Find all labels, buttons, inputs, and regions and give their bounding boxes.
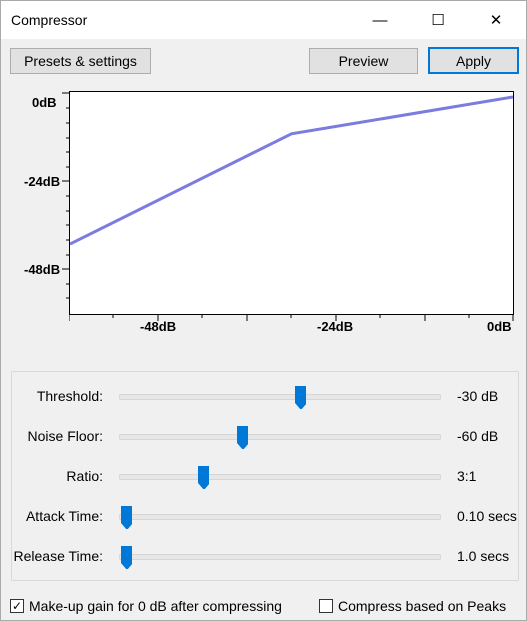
maximize-button[interactable]: ☐	[415, 1, 461, 39]
attack-time-label: Attack Time:	[25, 508, 103, 524]
compression-curve-line	[70, 95, 513, 246]
noise-floor-label: Noise Floor:	[27, 428, 103, 444]
release-time-value: 1.0 secs	[457, 548, 510, 564]
noise-floor-slider-thumb[interactable]	[236, 425, 248, 449]
apply-label: Apply	[455, 52, 492, 69]
makeup-gain-label: Make-up gain for 0 dB after compressing	[29, 598, 282, 614]
attack-time-value: 0.10 secs	[457, 508, 517, 524]
threshold-value: -30 dB	[457, 388, 499, 404]
compress-peaks-label: Compress based on Peaks	[338, 598, 507, 614]
x-tick-label-1: -24dB	[317, 319, 354, 334]
release-time-slider[interactable]	[119, 554, 441, 560]
ratio-label: Ratio:	[66, 468, 103, 484]
y-tick-label-0: 0dB	[32, 95, 57, 110]
ratio-value: 3:1	[457, 468, 477, 484]
ratio-slider[interactable]	[119, 474, 441, 480]
presets-settings-label: Presets & settings	[24, 53, 137, 69]
preview-button[interactable]: Preview	[309, 48, 418, 74]
noise-floor-value: -60 dB	[457, 428, 499, 444]
makeup-gain-checkbox[interactable]: ✓ Make-up gain for 0 dB after compressin…	[10, 598, 282, 614]
compress-peaks-check-icon	[319, 599, 333, 613]
attack-time-slider-thumb[interactable]	[120, 505, 132, 529]
threshold-slider-thumb[interactable]	[294, 385, 306, 409]
threshold-slider[interactable]	[119, 394, 441, 400]
apply-button[interactable]: Apply	[428, 47, 519, 74]
noise-floor-slider[interactable]	[119, 434, 441, 440]
y-tick-label-1: -24dB	[24, 174, 61, 189]
window-title: Compressor	[11, 12, 88, 28]
release-time-label: Release Time:	[13, 548, 103, 564]
attack-time-slider[interactable]	[119, 514, 441, 520]
compress-peaks-checkbox[interactable]: Compress based on Peaks	[319, 598, 506, 614]
title-bar: Compressor — ☐ ✕	[1, 1, 526, 39]
close-button[interactable]: ✕	[473, 1, 519, 39]
x-tick-label-2: 0dB	[487, 319, 512, 334]
preview-label: Preview	[338, 53, 389, 69]
close-icon: ✕	[489, 12, 503, 29]
release-time-slider-thumb[interactable]	[120, 545, 132, 569]
settings-panel	[11, 371, 519, 581]
presets-settings-button[interactable]: Presets & settings	[10, 48, 151, 74]
minimize-button[interactable]: —	[357, 1, 403, 39]
x-axis-ticks	[69, 315, 514, 321]
compression-curve-graph	[69, 91, 514, 315]
threshold-label: Threshold:	[36, 388, 103, 404]
minimize-icon: —	[372, 11, 388, 29]
x-tick-label-0: -48dB	[140, 319, 177, 334]
y-axis-ticks	[62, 92, 69, 299]
makeup-gain-check-icon: ✓	[10, 599, 24, 613]
maximize-icon: ☐	[431, 12, 445, 29]
ratio-slider-thumb[interactable]	[197, 465, 210, 489]
y-tick-label-2: -48dB	[24, 262, 61, 277]
